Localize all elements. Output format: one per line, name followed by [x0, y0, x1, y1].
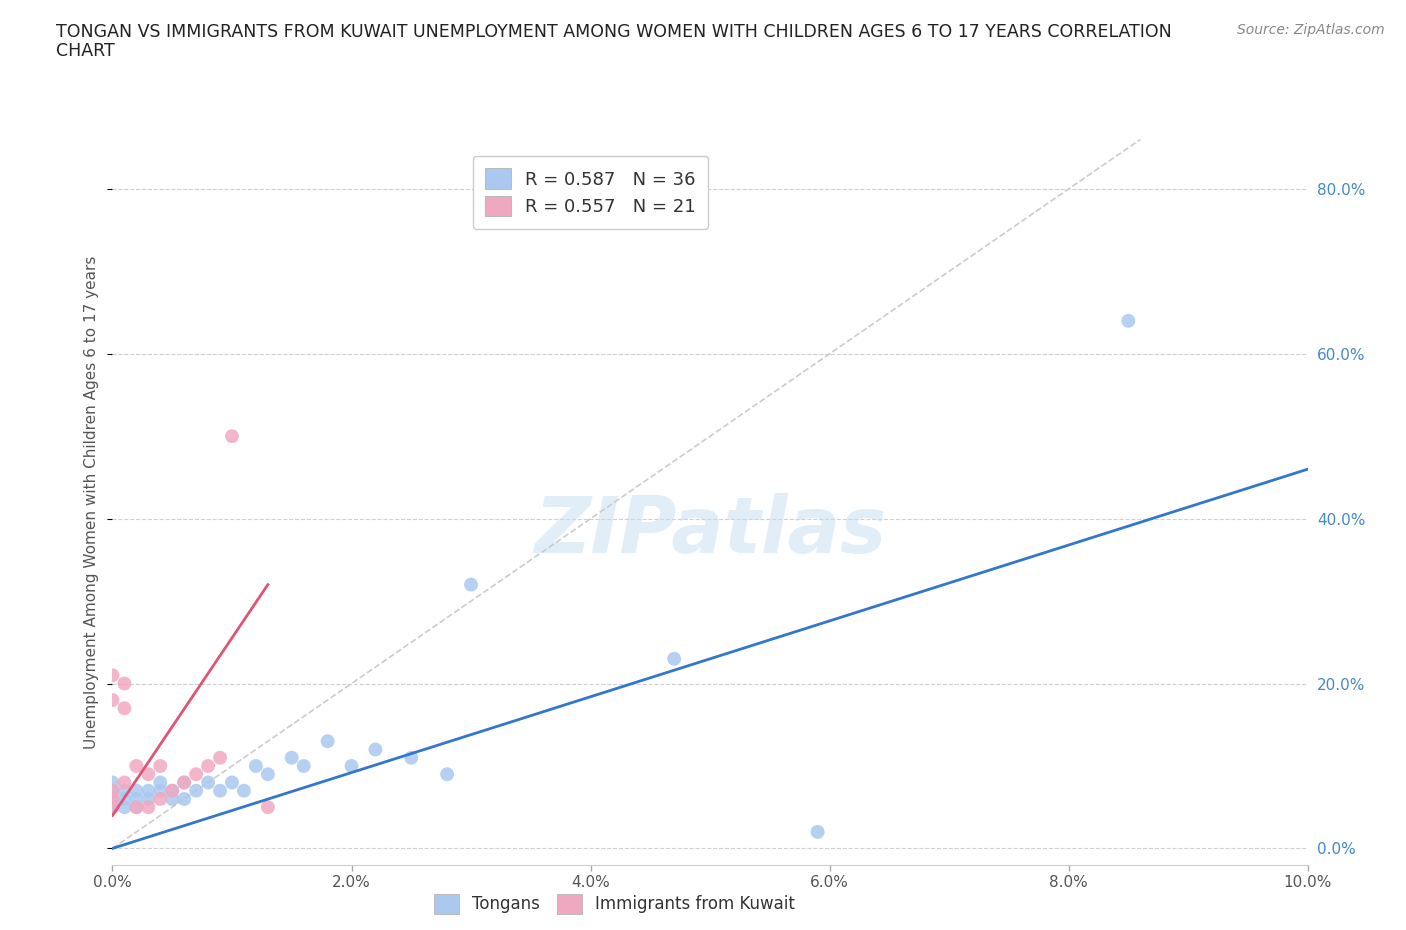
Point: [101, 693, 124, 708]
Point: [173, 791, 195, 806]
Point: [460, 578, 482, 592]
Point: [221, 429, 243, 444]
Point: [101, 783, 124, 798]
Point: [221, 775, 243, 790]
Point: [101, 791, 124, 806]
Point: [125, 800, 148, 815]
Text: TONGAN VS IMMIGRANTS FROM KUWAIT UNEMPLOYMENT AMONG WOMEN WITH CHILDREN AGES 6 T: TONGAN VS IMMIGRANTS FROM KUWAIT UNEMPLO…: [56, 23, 1173, 41]
Point: [125, 783, 148, 798]
Point: [101, 783, 124, 798]
Point: [401, 751, 423, 765]
Point: [197, 775, 219, 790]
Point: [101, 775, 124, 790]
Point: [138, 791, 160, 806]
Text: ZIPatlas: ZIPatlas: [534, 493, 886, 569]
Point: [114, 701, 135, 716]
Point: [162, 783, 183, 798]
Point: [101, 668, 124, 683]
Point: [101, 800, 124, 815]
Point: [149, 775, 172, 790]
Point: [125, 800, 148, 815]
Text: Source: ZipAtlas.com: Source: ZipAtlas.com: [1237, 23, 1385, 37]
Point: [125, 759, 148, 774]
Point: [173, 775, 195, 790]
Point: [149, 783, 172, 798]
Point: [340, 759, 363, 774]
Point: [257, 800, 280, 815]
Point: [257, 766, 280, 781]
Point: [186, 766, 208, 781]
Point: [138, 766, 160, 781]
Point: [208, 783, 231, 798]
Text: CHART: CHART: [56, 42, 115, 60]
Point: [281, 751, 304, 765]
Point: [1118, 313, 1140, 328]
Point: [292, 759, 315, 774]
Point: [114, 676, 135, 691]
Point: [114, 800, 135, 815]
Point: [186, 783, 208, 798]
Point: [114, 775, 135, 790]
Point: [114, 783, 135, 798]
Point: [245, 759, 267, 774]
Point: [173, 775, 195, 790]
Point: [162, 783, 183, 798]
Point: [138, 800, 160, 815]
Point: [232, 783, 256, 798]
Point: [197, 759, 219, 774]
Point: [664, 651, 686, 666]
Point: [208, 751, 231, 765]
Point: [114, 791, 135, 806]
Point: [149, 791, 172, 806]
Point: [101, 791, 124, 806]
Point: [807, 825, 830, 840]
Point: [125, 791, 148, 806]
Point: [162, 791, 183, 806]
Point: [364, 742, 387, 757]
Legend: Tongans, Immigrants from Kuwait: Tongans, Immigrants from Kuwait: [426, 886, 803, 922]
Y-axis label: Unemployment Among Women with Children Ages 6 to 17 years: Unemployment Among Women with Children A…: [84, 256, 100, 749]
Point: [101, 800, 124, 815]
Point: [138, 783, 160, 798]
Point: [149, 759, 172, 774]
Point: [316, 734, 339, 749]
Point: [436, 766, 458, 781]
